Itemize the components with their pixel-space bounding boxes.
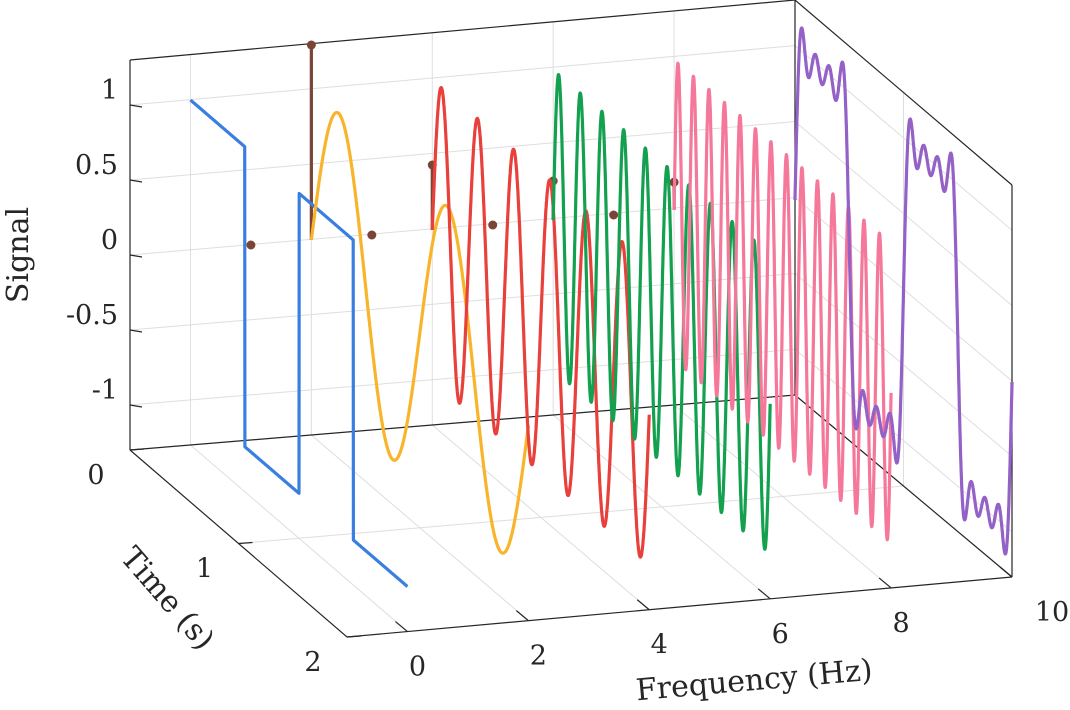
y-tick-mark <box>238 541 253 545</box>
series-line-square-1hz <box>189 98 409 588</box>
series-line-sine-3hz <box>430 86 651 559</box>
grid-lines <box>129 10 1013 632</box>
y-tick-mark <box>346 635 362 638</box>
x-tick-label: 2 <box>530 641 547 672</box>
stem-marker <box>306 40 316 50</box>
z-tick-label: 1 <box>101 75 118 106</box>
z-tick-label: -1 <box>92 375 118 406</box>
series-line-sine-5hz <box>551 73 772 551</box>
tick-labels: 0 2 4 6 8 10 0 1 2 1 0.5 0 -0.5 -1 <box>66 75 1069 683</box>
z-tick-label: 0 <box>101 225 118 256</box>
x-tick-label: 4 <box>651 630 668 661</box>
series-line-sine-7hz <box>672 61 893 542</box>
z-axis-label: Signal <box>1 207 36 303</box>
axis-edge <box>129 394 796 451</box>
x-tick-label: 6 <box>772 619 789 650</box>
axis-edge <box>794 394 1013 578</box>
stems <box>246 40 679 250</box>
y-tick-label: 2 <box>304 647 321 678</box>
x-axis-label: Frequency (Hz) <box>635 653 874 709</box>
z-tick-mark <box>129 104 143 108</box>
z-tick-mark <box>129 404 143 408</box>
z-tick-label: -0.5 <box>66 300 118 331</box>
series-lines <box>189 26 1014 588</box>
series-line-sine-1hz <box>309 110 530 555</box>
grid-line-z-back <box>129 121 796 181</box>
y-tick-mark <box>129 448 145 451</box>
x-tick-label: 10 <box>1035 597 1069 628</box>
x-tick-label: 0 <box>409 652 426 683</box>
x-tick-label: 8 <box>892 608 909 639</box>
grid-line-t-floor <box>238 485 904 544</box>
y-tick-label: 1 <box>196 554 213 585</box>
axis-edge <box>794 0 1013 186</box>
z-tick-label: 0.5 <box>75 150 118 181</box>
x-tick-mark <box>395 621 408 633</box>
z-tick-mark <box>129 329 143 333</box>
x-tick-mark <box>999 566 1013 578</box>
stem-marker-zero <box>246 240 256 250</box>
axis-edge <box>129 0 796 61</box>
series-line-square-partial-sum-1hz <box>793 26 1014 556</box>
x-tick-mark <box>878 577 892 589</box>
grid-line-z-back <box>129 197 796 256</box>
stem-marker-zero <box>488 220 498 230</box>
grid-line-z-back <box>129 45 796 106</box>
stem-marker-zero <box>609 210 619 220</box>
z-tick-mark <box>129 254 143 258</box>
x-tick-mark <box>515 610 529 622</box>
stem-marker-zero <box>367 230 377 240</box>
x-tick-mark <box>757 588 771 600</box>
axis-edge <box>346 576 1013 638</box>
y-tick-label: 0 <box>87 460 104 491</box>
x-tick-mark <box>636 599 650 611</box>
z-tick-mark <box>129 179 143 183</box>
